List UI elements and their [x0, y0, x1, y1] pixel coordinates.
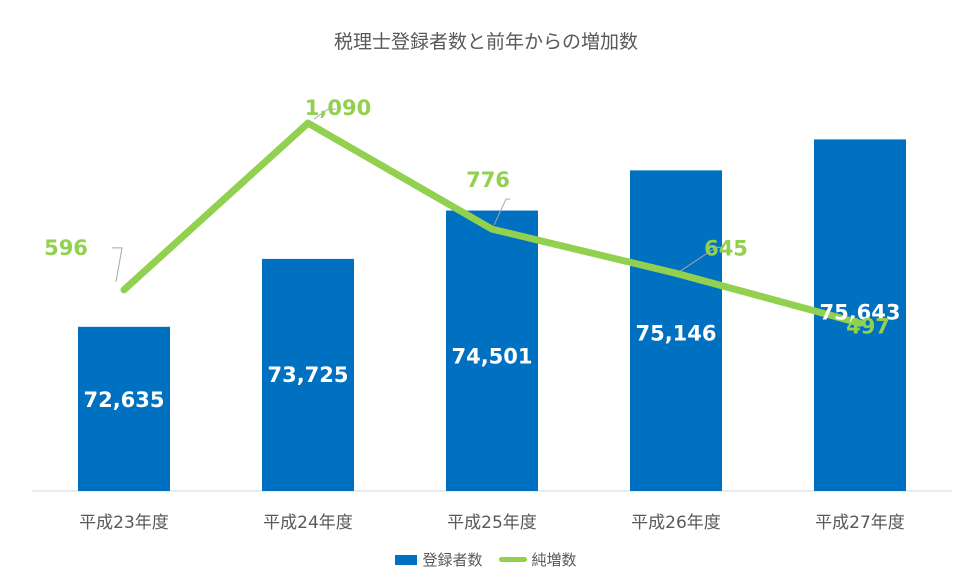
category-label-5: 平成27年度 [815, 513, 905, 533]
bar-3 [446, 210, 538, 491]
leader-line-2 [313, 108, 336, 120]
leader-line-1 [112, 247, 123, 282]
bar-4 [630, 170, 722, 491]
line-label-1: 596 [44, 236, 88, 260]
bar-data-labels: 72,635 73,725 74,501 75,146 75,643 [83, 300, 900, 411]
bar-label-2: 73,725 [267, 363, 348, 387]
legend-label-bar: 登録者数 [422, 551, 483, 569]
line-series-path [120, 119, 864, 327]
bar-label-5: 75,643 [819, 300, 900, 324]
legend-swatch-bar [395, 554, 418, 565]
bar-1 [78, 326, 170, 491]
category-label-1: 平成23年度 [79, 513, 169, 533]
category-label-3: 平成25年度 [447, 513, 537, 533]
category-label-2: 平成24年度 [263, 513, 353, 533]
legend-item-line: 純増数 [498, 549, 577, 570]
bar-label-4: 75,146 [635, 321, 716, 345]
legend: 登録者数 純増数 [0, 549, 972, 570]
line-data-labels: 596 1,090 776 645 497 [44, 96, 890, 338]
bar-2 [262, 258, 354, 491]
chart-title: 税理士登録者数と前年からの増加数 [333, 31, 638, 53]
category-label-4: 平成26年度 [631, 513, 721, 533]
bar-series [78, 139, 906, 491]
legend-swatch-line [498, 557, 527, 562]
line-label-4: 645 [704, 236, 748, 260]
legend-item-bar: 登録者数 [395, 549, 483, 570]
leader-line-4 [679, 246, 724, 272]
leader-line-3 [493, 198, 510, 226]
line-label-3: 776 [466, 168, 510, 192]
line-label-5: 497 [846, 314, 890, 338]
leader-lines [112, 108, 724, 282]
legend-label-line: 純増数 [531, 551, 577, 569]
bar-label-3: 74,501 [451, 345, 532, 369]
line-label-2: 1,090 [305, 96, 371, 120]
bar-label-1: 72,635 [83, 388, 164, 412]
category-labels: 平成23年度 平成24年度 平成25年度 平成26年度 平成27年度 [79, 513, 905, 533]
